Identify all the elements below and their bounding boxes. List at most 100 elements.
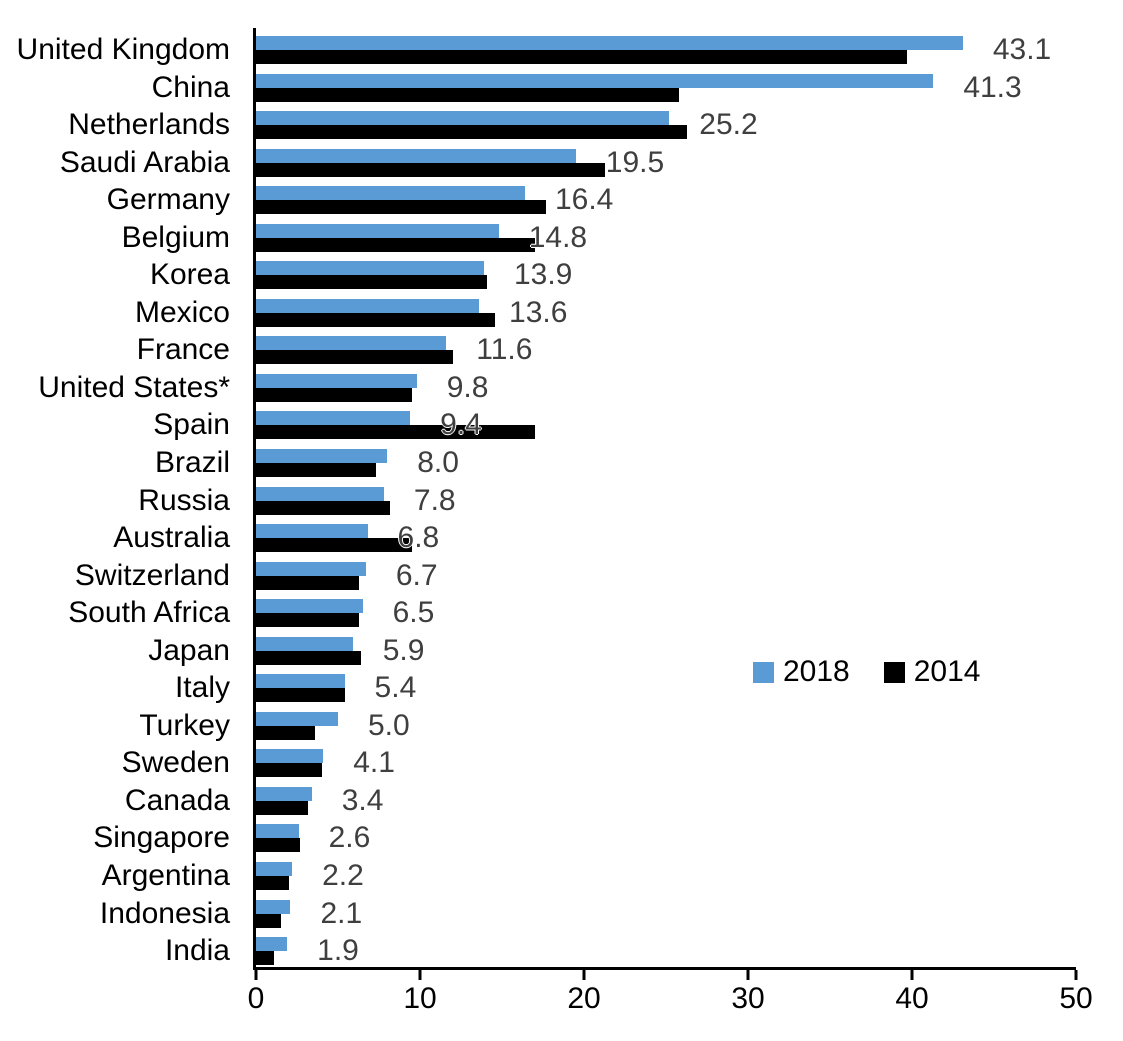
legend-label-2014: 2014 [913,655,981,688]
x-tick-mark [418,970,422,980]
x-tick-label: 20 [567,982,601,1015]
chart-row: Argentina 2.2 [102,854,1076,892]
value-label: 2.1 [320,896,363,930]
bar-pair [256,561,366,590]
value-label: 5.9 [382,633,425,667]
category-label: Australia [113,521,230,555]
value-label: 25.2 [699,108,758,142]
bar-pair [256,223,535,252]
plot-area: United Kingdom 43.1 China 41.3 Netherlands 25… [17,28,1076,970]
category-label: Germany [106,183,230,217]
bar-pair [256,449,388,478]
category-label: Turkey [139,708,230,742]
chart-row: Italy 5.4 [175,666,1076,705]
bar-2018 [256,599,363,614]
category-label: Spain [153,408,230,442]
category-label: Canada [124,783,230,817]
bar-2014 [256,200,547,215]
value-label: 16.4 [554,183,614,217]
x-tick-label: 50 [1059,982,1093,1015]
bar-2018 [256,111,670,126]
bar-2018 [256,223,499,238]
category-label: Korea [149,258,230,292]
category-label: Argentina [101,859,230,893]
category-label: Japan [148,633,230,667]
bar-2014 [256,312,496,327]
bar-2018 [256,486,384,501]
bar-2018 [256,36,963,50]
chart-row: Switzerland 6.7 [75,554,1076,592]
chart-row: China 41.3 [152,66,1076,104]
value-label: 6.7 [395,558,438,592]
category-label: Netherlands [68,108,230,142]
value-label: 41.3 [963,70,1022,104]
x-tick-mark [254,970,258,980]
bar-2014 [256,350,453,365]
chart-row: Spain 9.4 [153,403,1076,441]
x-tick-mark [582,970,586,980]
bar-2014 [256,951,275,966]
chart-row: Korea 13.9 [150,253,1076,291]
bar-2018 [256,824,299,839]
bar-2018 [256,636,353,651]
bar-2018 [256,449,388,464]
category-label: United Kingdom [16,33,230,66]
bar-pair [256,524,412,553]
x-tick-label: 30 [731,982,765,1015]
bar-pair [256,599,363,628]
value-label: 5.0 [368,708,410,742]
bar-pair [256,937,288,966]
bar-2014 [256,613,360,628]
bar-2018 [256,749,324,764]
category-label: Brazil [154,446,230,480]
value-label: 19.5 [605,145,665,179]
chart-row: Brazil 8.0 [155,441,1076,479]
value-label: 6.5 [392,596,435,630]
x-tick-label: 0 [247,982,265,1015]
category-label: France [136,333,230,367]
legend-item-2018: 2018 [753,655,850,689]
bar-pair [256,862,293,891]
value-label: 7.8 [413,483,456,517]
bar-pair [256,111,688,140]
bar-pair [256,711,338,740]
bar-2018 [256,899,291,914]
bar-pair [256,749,324,778]
legend: 2018 2014 [753,655,981,689]
value-label: 5.4 [374,671,417,705]
chart-row: Japan 5.9 [148,629,1076,667]
bar-2014 [256,575,360,590]
value-label: 6.8 [397,521,440,555]
bar-2014 [256,538,412,553]
bar-2014 [256,913,281,928]
bar-2018 [256,786,312,801]
bar-pair [256,486,391,515]
category-label: China [151,70,230,104]
x-tick-mark [1074,970,1078,980]
bar-2014 [256,387,412,402]
legend-item-2014: 2014 [883,655,981,689]
chart-row: France 11.6 [137,328,1076,366]
bar-2018 [256,411,411,426]
bar-pair [256,36,963,64]
bar-2014 [256,725,316,740]
bar-2014 [256,500,391,515]
bar-2014 [256,763,322,778]
bar-pair [256,373,417,402]
bar-pair [256,411,535,440]
chart-row: Belgium 14.8 [122,216,1076,254]
value-label: 4.1 [353,746,395,780]
category-label: Indonesia [99,896,230,930]
bar-pair [256,261,488,290]
bar-2014 [256,87,680,102]
bar-2018 [256,937,288,952]
bar-2018 [256,561,366,576]
value-label: 14.8 [528,220,588,254]
bar-pair [256,786,312,815]
chart-row: Singapore 2.6 [93,816,1076,854]
bar-pair [256,636,361,665]
bar-pair [256,899,291,928]
category-label: Singapore [93,821,230,855]
x-tick-label: 10 [403,982,437,1015]
